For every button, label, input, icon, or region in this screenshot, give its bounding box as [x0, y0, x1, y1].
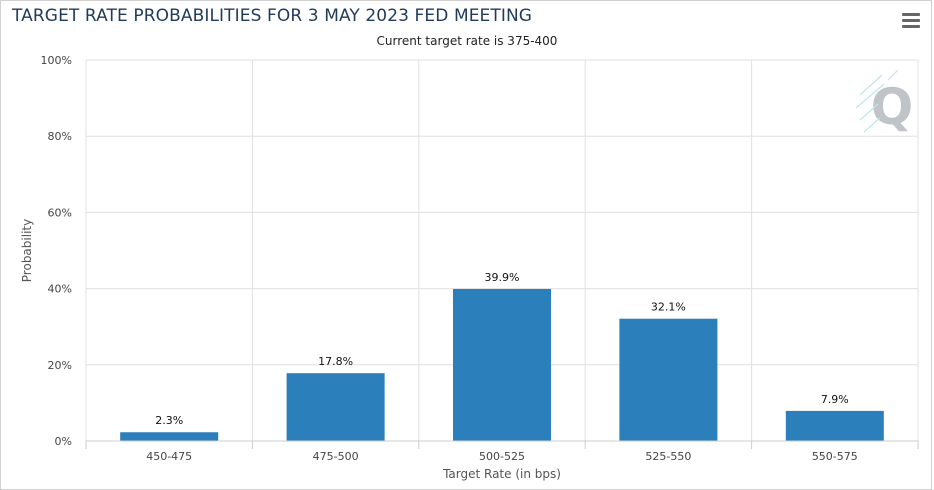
y-tick-label: 60%: [48, 206, 72, 219]
x-tick-label: 500-525: [479, 450, 525, 463]
y-tick-label: 80%: [48, 130, 72, 143]
y-tick-label: 100%: [41, 54, 72, 67]
bar-550-575[interactable]: [785, 410, 884, 441]
logo-streaks: [855, 69, 899, 133]
data-label: 17.8%: [318, 355, 353, 368]
data-label: 2.3%: [155, 414, 183, 427]
y-tick-label: 40%: [48, 283, 72, 296]
data-label: 39.9%: [485, 271, 520, 284]
bar-475-500[interactable]: [286, 373, 385, 441]
bars: [120, 288, 884, 441]
grid-lines: [85, 59, 919, 442]
x-tick-label: 475-500: [313, 450, 359, 463]
data-label: 7.9%: [821, 393, 849, 406]
q-logo-icon: Q: [871, 78, 914, 136]
data-label: 32.1%: [651, 301, 686, 314]
chart-title: TARGET RATE PROBABILITIES FOR 3 MAY 2023…: [12, 6, 533, 26]
x-tick-label: 550-575: [812, 450, 858, 463]
y-tick-label: 0%: [55, 435, 72, 448]
x-axis-title: Target Rate (in bps): [442, 467, 561, 481]
bar-500-525[interactable]: [453, 288, 551, 441]
data-labels: 2.3% 17.8% 39.9% 32.1% 7.9%: [155, 271, 849, 427]
y-axis-title: Probability: [20, 219, 34, 282]
hamburger-menu-icon[interactable]: [902, 13, 920, 29]
bar-525-550[interactable]: [619, 318, 718, 441]
watermark-logo: Q: [855, 69, 914, 136]
x-axis-ticks: 450-475 475-500 500-525 525-550 550-575: [85, 441, 919, 463]
chart-subtitle: Current target rate is 375-400: [376, 34, 558, 48]
x-tick-label: 450-475: [146, 450, 192, 463]
bar-450-475[interactable]: [120, 432, 219, 441]
y-tick-label: 20%: [48, 359, 72, 372]
x-tick-label: 525-550: [645, 450, 691, 463]
y-axis-ticks: 0% 20% 40% 60% 80% 100%: [41, 54, 72, 448]
